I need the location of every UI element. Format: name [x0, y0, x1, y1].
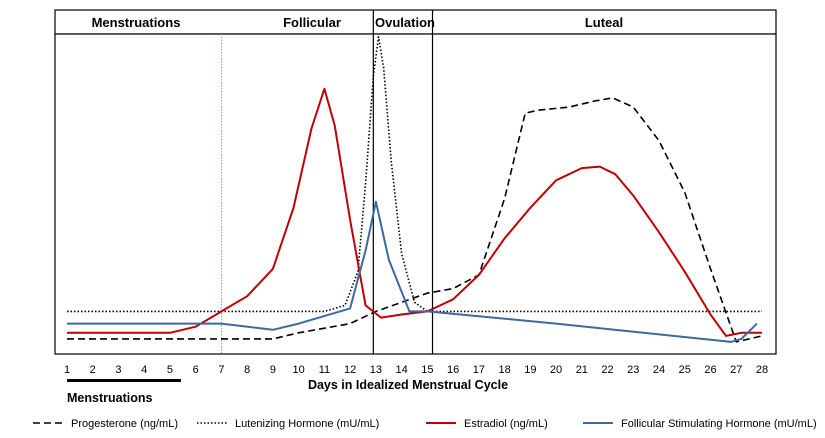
x-tick-label: 22	[601, 364, 613, 376]
x-axis-title: Days in Idealized Menstrual Cycle	[308, 378, 508, 392]
legend-label-0: Progesterone (ng/mL)	[71, 418, 178, 430]
series-line-2	[67, 87, 762, 337]
x-tick-label: 21	[576, 364, 588, 376]
x-tick-label: 18	[498, 364, 510, 376]
x-tick-label: 10	[293, 364, 305, 376]
x-tick-label: 3	[115, 364, 121, 376]
x-tick-label: 26	[704, 364, 716, 376]
phase-label-ovulation: Ovulation	[375, 15, 435, 30]
series-line-3	[67, 200, 758, 343]
x-axis-ticks: 1 2 3 4 5 6 7 8 9 10 11 12 13 14 15 16 17 18 19 20 21 22 23 24 2…	[64, 364, 768, 376]
x-tick-label: 7	[218, 364, 224, 376]
series-lines	[67, 36, 763, 343]
x-tick-label: 15	[421, 364, 433, 376]
x-tick-label: 24	[653, 364, 665, 376]
phase-divider-lines	[220, 10, 434, 354]
series-line-0	[67, 97, 763, 343]
legend-label-3: Follicular Stimulating Hormone (mU/mL)	[621, 418, 817, 430]
menstruation-bar-label: Menstruations	[67, 391, 152, 405]
x-tick-label: 6	[193, 364, 199, 376]
x-tick-label: 11	[319, 364, 330, 376]
legend-label-2: Estradiol (ng/mL)	[464, 418, 548, 430]
x-tick-label: 16	[447, 364, 459, 376]
x-tick-label: 4	[141, 364, 147, 376]
phase-label-menstruations: Menstruations	[92, 15, 181, 30]
x-tick-label: 20	[550, 364, 562, 376]
x-tick-label: 1	[64, 364, 70, 376]
plot-area-frame	[54, 33, 777, 355]
x-tick-label: 14	[396, 364, 408, 376]
x-tick-label: 9	[270, 364, 276, 376]
x-tick-label: 19	[524, 364, 536, 376]
x-tick-label: 23	[627, 364, 639, 376]
x-tick-label: 2	[90, 364, 96, 376]
header-band-frame	[54, 9, 777, 35]
x-tick-label: 25	[679, 364, 691, 376]
x-tick-label: 28	[756, 364, 768, 376]
phase-label-luteal: Luteal	[585, 15, 623, 30]
legend: Progesterone (ng/mL) Lutenizing Hormone (…	[33, 418, 817, 430]
x-tick-label: 27	[730, 364, 742, 376]
x-tick-label: 17	[473, 364, 485, 376]
phase-label-follicular: Follicular	[283, 15, 341, 30]
x-tick-label: 8	[244, 364, 250, 376]
x-tick-label: 12	[344, 364, 356, 376]
legend-label-1: Lutenizing Hormone (mU/mL)	[235, 418, 379, 430]
x-tick-label: 13	[370, 364, 382, 376]
x-tick-label: 5	[167, 364, 173, 376]
